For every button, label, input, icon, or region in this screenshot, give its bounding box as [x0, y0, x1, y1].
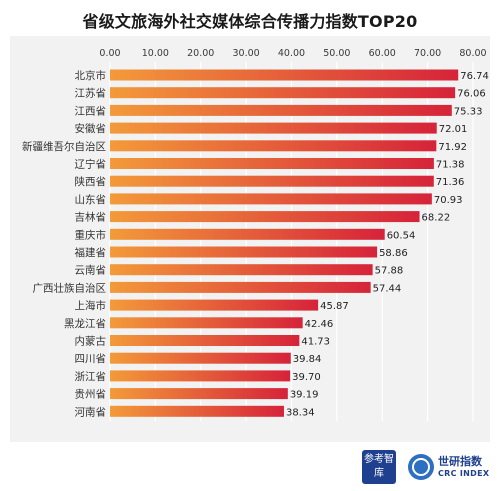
data-label: 58.86 [379, 248, 408, 259]
bar [110, 299, 319, 311]
category-label: 山东省 [75, 193, 107, 206]
category-label: 上海市 [75, 299, 107, 312]
category-label: 云南省 [75, 264, 107, 277]
bar [110, 104, 452, 116]
bar [110, 211, 420, 223]
data-label: 76.06 [457, 89, 486, 100]
data-label: 42.46 [305, 319, 334, 330]
data-label: 39.84 [293, 354, 322, 365]
x-tick-label: 0.00 [99, 48, 120, 59]
bar [110, 264, 373, 276]
bar [110, 193, 432, 205]
category-label: 安徽省 [75, 122, 107, 135]
category-label: 福建省 [75, 246, 107, 259]
crc-index-logo: 世研指数 CRC INDEX [408, 452, 498, 484]
data-label: 57.88 [375, 266, 404, 277]
x-tick-label: 10.00 [142, 48, 169, 59]
data-label: 39.70 [292, 372, 321, 383]
data-label: 71.92 [438, 142, 467, 153]
category-label: 贵州省 [75, 388, 107, 401]
bar-chart: 0.00 10.00 20.00 30.00 40.00 50.00 60.00 70.00 8… [22, 48, 489, 422]
bar [110, 317, 303, 329]
bar [110, 246, 378, 258]
category-label: 重庆市 [75, 228, 107, 241]
category-label: 浙江省 [75, 370, 107, 383]
category-label: 吉林省 [75, 211, 107, 224]
category-label: 北京市 [75, 69, 107, 82]
cankao-zhiku-logo: 参考智库 [362, 450, 396, 484]
x-tick-label: 50.00 [323, 48, 350, 59]
data-label: 39.19 [290, 390, 319, 401]
data-label: 45.87 [320, 301, 349, 312]
category-label: 辽宁省 [75, 158, 107, 171]
x-tick-label: 70.00 [414, 48, 441, 59]
crc-logo-cn: 世研指数 [438, 455, 482, 468]
category-label: 新疆维吾尔自治区 [22, 140, 106, 153]
bar [110, 175, 434, 187]
data-label: 68.22 [422, 213, 451, 224]
bar [110, 140, 437, 152]
bar [110, 69, 459, 81]
category-label: 江西省 [75, 104, 107, 117]
bar [110, 281, 371, 293]
cankao-logo-text: 参考智库 [364, 454, 394, 479]
data-label: 71.38 [436, 160, 465, 171]
data-label: 38.34 [286, 407, 315, 418]
data-label: 71.36 [436, 177, 465, 188]
data-label: 76.74 [460, 71, 489, 82]
category-label: 内蒙古 [75, 335, 107, 348]
bar [110, 388, 288, 400]
category-label: 广西壮族自治区 [33, 281, 107, 294]
data-label: 57.44 [373, 283, 402, 294]
bar [110, 228, 385, 240]
x-tick-label: 20.00 [187, 48, 214, 59]
category-label: 四川省 [75, 352, 107, 365]
x-tick-label: 60.00 [369, 48, 396, 59]
data-label: 72.01 [439, 124, 468, 135]
bar [110, 335, 300, 346]
crc-logo-en: CRC INDEX [438, 469, 490, 478]
category-label: 河南省 [75, 405, 107, 418]
x-tick-label: 40.00 [278, 48, 305, 59]
bar [110, 122, 437, 134]
chart-title: 省级文旅海外社交媒体综合传播力指数TOP20 [82, 12, 418, 31]
category-label: 江苏省 [75, 87, 107, 100]
bar [110, 405, 284, 417]
category-label: 黑龙江省 [64, 317, 106, 330]
bar [110, 352, 291, 364]
footer: 参考智库 世研指数 CRC INDEX [0, 446, 500, 491]
x-tick-label: 30.00 [233, 48, 260, 59]
data-label: 60.54 [387, 230, 416, 241]
bar [110, 87, 456, 99]
data-label: 41.73 [301, 337, 330, 348]
category-label: 陕西省 [75, 175, 107, 188]
globe-icon [408, 454, 434, 480]
bar [110, 370, 291, 382]
data-label: 75.33 [454, 106, 483, 117]
data-label: 70.93 [434, 195, 463, 206]
bar [110, 158, 434, 169]
x-tick-label: 80.00 [459, 48, 486, 59]
